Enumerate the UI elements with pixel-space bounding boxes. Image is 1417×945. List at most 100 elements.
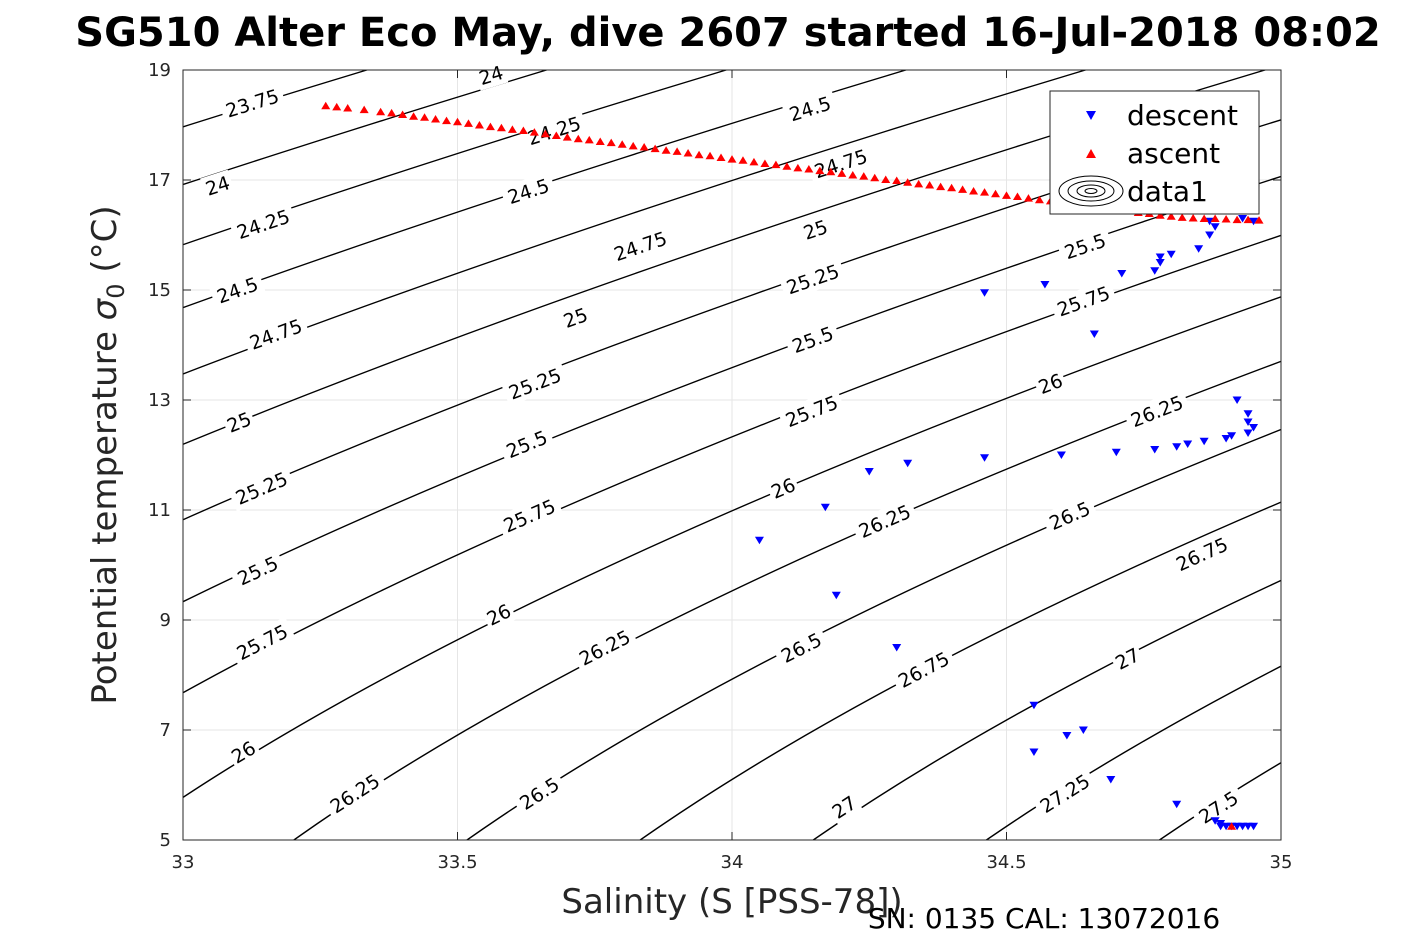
y-tick-label: 7	[160, 720, 171, 741]
ascent-point	[1166, 212, 1176, 220]
contour-line-26-5	[465, 428, 1281, 840]
ascent-point	[1177, 213, 1187, 221]
descent-point	[1243, 418, 1253, 426]
ascent-point	[650, 144, 660, 153]
ascent-point	[485, 122, 495, 131]
ascent-point	[409, 112, 419, 120]
serial-calibration-footer: SN: 0135 CAL: 13072016	[868, 902, 1220, 935]
legend-ascent-label: ascent	[1127, 137, 1220, 170]
contour-label: 24	[473, 59, 509, 91]
ascent-point	[661, 146, 671, 154]
ascent-point	[606, 138, 616, 147]
ascent-point	[639, 143, 649, 151]
ascent-point	[332, 102, 342, 111]
x-tick-label: 34.5	[986, 852, 1026, 873]
descent-point	[1205, 231, 1215, 239]
ascent-point	[870, 173, 880, 182]
contour-line-26	[183, 296, 1281, 799]
ascent-point	[453, 117, 462, 126]
ascent-point	[991, 189, 1001, 198]
ascent-point	[376, 107, 386, 116]
x-tick-label: 33	[172, 852, 195, 873]
contour-label: 26	[1032, 367, 1069, 400]
contour-line-27-25	[985, 665, 1281, 840]
contour-label-background	[498, 423, 556, 465]
y-tick-label: 17	[148, 170, 171, 191]
descent-point	[1249, 822, 1259, 831]
contour-label-background	[208, 269, 266, 311]
ascent-point	[573, 134, 583, 143]
y-tick-label: 15	[148, 280, 171, 301]
descent-point	[1155, 259, 1165, 267]
ascent-point	[1199, 214, 1209, 222]
legend: descent ascent data1	[1049, 90, 1260, 215]
ascent-point	[529, 128, 539, 136]
ascent-point	[1034, 195, 1044, 204]
contour-label: 27	[1108, 641, 1146, 676]
ascent-point	[683, 149, 693, 157]
y-tick-label: 13	[148, 390, 171, 411]
ascent-point	[727, 155, 737, 163]
descent-point	[903, 459, 913, 468]
contour-label-background	[499, 171, 557, 211]
descent-point	[980, 454, 990, 462]
descent-point	[1194, 245, 1204, 253]
contour-label-background	[229, 202, 298, 246]
descent-point	[1227, 432, 1237, 440]
ascent-point	[474, 121, 484, 129]
ascent-point	[628, 141, 638, 150]
y-axis-label-main: Potential temperature	[85, 331, 125, 704]
contour-label-background	[772, 624, 830, 671]
ascent-point	[1227, 822, 1237, 830]
ascent-point	[892, 176, 902, 185]
ascent-point	[694, 150, 704, 159]
descent-point	[1166, 250, 1176, 259]
ascent-point	[1012, 192, 1022, 200]
descent-point	[1243, 410, 1253, 418]
ascent-point	[672, 147, 682, 155]
contour-label-background	[224, 734, 263, 770]
contour-label-background	[480, 597, 518, 632]
ascent-point	[540, 129, 550, 138]
contour-label-background	[520, 109, 588, 152]
ascent-point	[584, 135, 594, 144]
ascent-point	[716, 153, 726, 161]
ascent-point	[958, 185, 968, 193]
contour-label-background	[500, 360, 569, 407]
descent-point	[1243, 429, 1253, 437]
contour-label-background	[473, 59, 509, 91]
ascent-point	[1002, 191, 1011, 199]
contour-line-26-75	[638, 501, 1281, 840]
ascent-point	[442, 116, 452, 125]
contour-label-background	[495, 491, 564, 540]
contour-label-background	[1168, 529, 1236, 579]
ascent-point	[496, 123, 506, 132]
contour-line-24	[183, 70, 549, 186]
contour-label-background	[218, 82, 287, 124]
y-axis-label-unit: (°C)	[85, 205, 125, 283]
descent-point	[1249, 217, 1259, 226]
descent-point	[1106, 776, 1116, 784]
legend-ascent-marker	[1086, 149, 1096, 158]
contour-label-background	[570, 622, 639, 673]
ascent-point	[738, 156, 748, 164]
ascent-point	[980, 188, 990, 196]
contour-line-26-25	[292, 360, 1281, 840]
descent-point	[1221, 435, 1231, 443]
contour-label-background	[889, 644, 958, 695]
contour-label-background	[321, 765, 388, 821]
descent-point	[1062, 732, 1072, 740]
descent-point	[1205, 217, 1215, 226]
descent-point	[1029, 748, 1039, 756]
ascent-point	[881, 175, 891, 183]
descent-point	[1183, 440, 1193, 448]
ascent-point	[1254, 216, 1264, 224]
ascent-point	[749, 157, 759, 166]
contour-label-background	[1049, 279, 1118, 323]
y-axis-label-subscript: 0	[102, 283, 130, 298]
ascent-point	[815, 166, 825, 175]
ascent-point	[793, 163, 803, 172]
descent-point	[820, 503, 830, 512]
ascent-point	[387, 108, 397, 117]
legend-descent-marker	[1086, 111, 1096, 120]
